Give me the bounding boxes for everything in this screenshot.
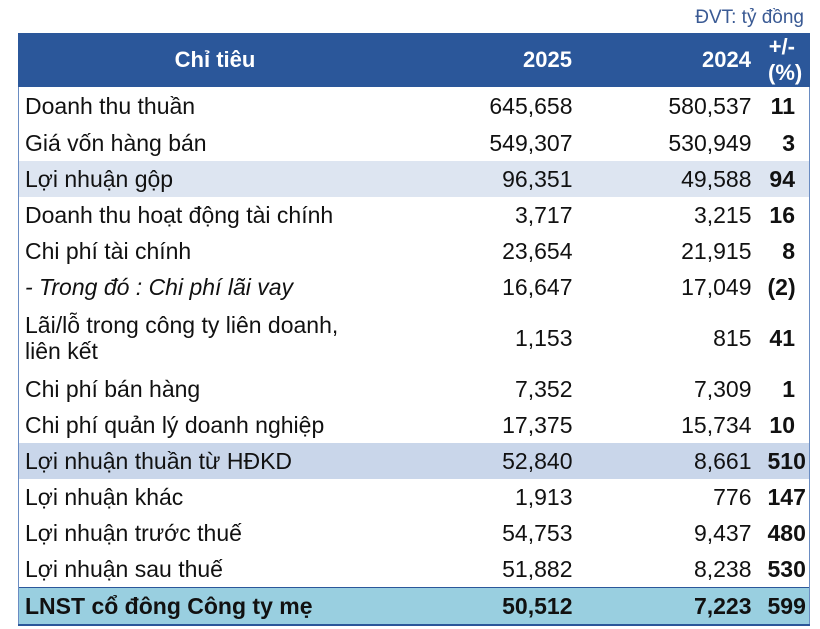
value-2024: 815 (713, 325, 752, 351)
row-label: Lợi nhuận sau thuế (18, 551, 414, 588)
table-header-row: Chỉ tiêu 2025 2024 +/- (%) (18, 33, 810, 87)
row-label-line1: Lãi/lỗ trong công ty liên doanh, (25, 312, 339, 338)
value-2024: 15,734 (681, 412, 752, 438)
header-change: +/- (%) (759, 33, 810, 87)
header-2024: 2024 (580, 33, 760, 87)
value-2024: 9,437 (693, 520, 752, 546)
value-2025: 17,375 (502, 412, 573, 438)
value-2024: 49,588 (580, 161, 760, 197)
change-value: 8 (759, 233, 810, 269)
change-value: 530 (759, 551, 810, 588)
row-label: Chi phí quản lý doanh nghiệp (18, 407, 414, 443)
value-2025: 1,913 (514, 484, 573, 510)
value-2024: 7,309 (693, 376, 752, 402)
row-label: - Trong đó : Chi phí lãi vay (18, 269, 414, 305)
value-2025: 52,840 (413, 443, 581, 479)
table-row: Lợi nhuận trước thuế 54,753 9,437 480 (18, 515, 810, 551)
value-2025: 645,658 (489, 93, 573, 119)
value-2025: 16,647 (502, 274, 573, 300)
value-2024: 776 (713, 484, 752, 510)
table-row: Lợi nhuận gộp 96,351 49,588 94 (18, 161, 810, 197)
value-2025: 549,307 (489, 130, 573, 156)
value-2024: 8,661 (580, 443, 760, 479)
table-row: - Trong đó : Chi phí lãi vay 16,647 17,0… (18, 269, 810, 305)
value-2025: 1,153 (514, 325, 573, 351)
change-value: 11 (759, 86, 810, 125)
income-statement-table: Chỉ tiêu 2025 2024 +/- (%) Doanh thu thu… (18, 33, 810, 626)
row-label: Doanh thu hoạt động tài chính (18, 197, 414, 233)
change-value: 16 (759, 197, 810, 233)
table-row: Lợi nhuận thuần từ HĐKD 52,840 8,661 510 (18, 443, 810, 479)
table-row: Chi phí bán hàng 7,352 7,309 1 (18, 371, 810, 407)
value-2025: 3,717 (514, 202, 573, 228)
change-value: 1 (759, 371, 810, 407)
value-2024: 7,223 (580, 587, 760, 626)
value-2024: 3,215 (693, 202, 752, 228)
change-value: 94 (759, 161, 810, 197)
value-2025: 96,351 (413, 161, 581, 197)
value-2024: 530,949 (668, 130, 752, 156)
row-label: Lợi nhuận khác (18, 479, 414, 515)
table-row: Giá vốn hàng bán 549,307 530,949 3 (18, 125, 810, 161)
header-indicator: Chỉ tiêu (18, 33, 414, 87)
value-2025: 23,654 (502, 238, 573, 264)
row-label: Lợi nhuận gộp (18, 161, 414, 197)
table-row: Chi phí quản lý doanh nghiệp 17,375 15,7… (18, 407, 810, 443)
value-2024: 21,915 (681, 238, 752, 264)
change-value: 41 (759, 305, 810, 371)
table-row: Doanh thu thuần 645,658 580,537 11 (18, 86, 810, 125)
change-value: 510 (759, 443, 810, 479)
row-label: Lãi/lỗ trong công ty liên doanh, liên kết (18, 305, 414, 371)
table-row: Doanh thu hoạt động tài chính 3,717 3,21… (18, 197, 810, 233)
value-2025: 54,753 (502, 520, 573, 546)
value-2024: 580,537 (668, 93, 752, 119)
change-value: 599 (759, 587, 810, 626)
change-value: 480 (759, 515, 810, 551)
row-label: Doanh thu thuần (18, 86, 414, 125)
row-label: Chi phí tài chính (18, 233, 414, 269)
header-2025: 2025 (413, 33, 581, 87)
row-label: Chi phí bán hàng (18, 371, 414, 407)
row-label: LNST cổ đông Công ty mẹ (18, 587, 414, 626)
table-row-total: LNST cổ đông Công ty mẹ 50,512 7,223 599 (18, 587, 810, 626)
value-2024: 8,238 (693, 556, 752, 582)
value-2025: 51,882 (502, 556, 573, 582)
value-2025: 7,352 (514, 376, 573, 402)
value-2025: 50,512 (413, 587, 581, 626)
row-label-line2: liên kết (25, 338, 98, 364)
unit-label: ĐVT: tỷ đồng (695, 7, 804, 28)
change-value: (2) (759, 269, 810, 305)
row-label: Lợi nhuận trước thuế (18, 515, 414, 551)
row-label: Lợi nhuận thuần từ HĐKD (18, 443, 414, 479)
change-value: 147 (759, 479, 810, 515)
row-label: Giá vốn hàng bán (18, 125, 414, 161)
change-value: 10 (759, 407, 810, 443)
table-row: Lợi nhuận sau thuế 51,882 8,238 530 (18, 551, 810, 588)
table-row: Lãi/lỗ trong công ty liên doanh, liên kết… (18, 305, 810, 371)
table-row: Lợi nhuận khác 1,913 776 147 (18, 479, 810, 515)
value-2024: 17,049 (681, 274, 752, 300)
change-value: 3 (759, 125, 810, 161)
table-row: Chi phí tài chính 23,654 21,915 8 (18, 233, 810, 269)
